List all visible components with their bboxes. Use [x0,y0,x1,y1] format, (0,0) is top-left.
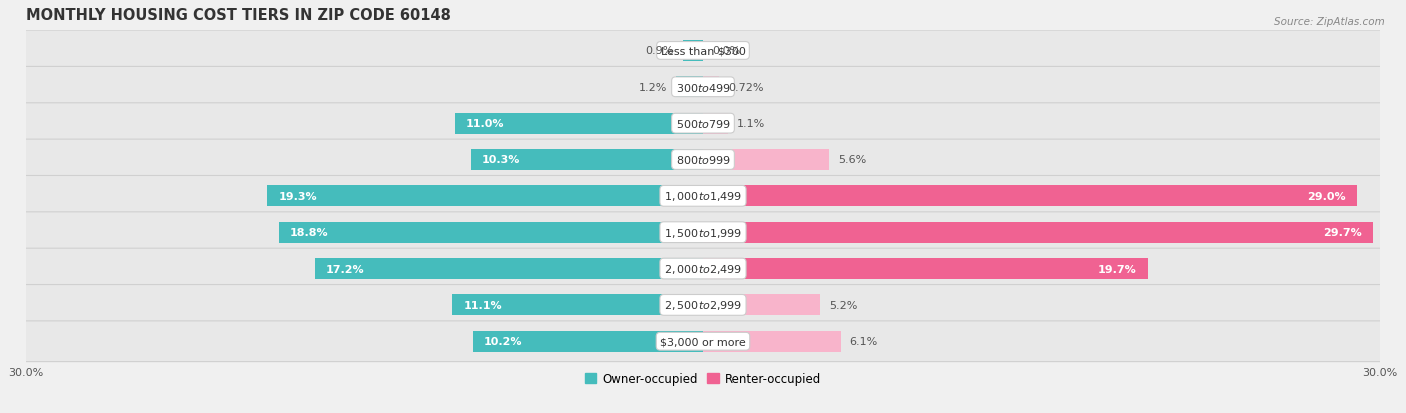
Bar [703,331,841,352]
FancyBboxPatch shape [15,31,1391,71]
Bar [454,113,703,134]
Bar [683,41,703,62]
Text: 19.3%: 19.3% [278,191,318,202]
Bar [676,77,703,98]
Text: 6.1%: 6.1% [849,337,877,347]
FancyBboxPatch shape [15,249,1391,289]
Text: $800 to $999: $800 to $999 [675,154,731,166]
Text: 18.8%: 18.8% [290,228,329,237]
Bar [472,331,703,352]
Text: 30.0%: 30.0% [8,367,44,377]
Text: Source: ZipAtlas.com: Source: ZipAtlas.com [1274,17,1385,26]
Text: $2,000 to $2,499: $2,000 to $2,499 [664,262,742,275]
FancyBboxPatch shape [15,321,1391,362]
Text: Less than $300: Less than $300 [661,46,745,56]
Bar [703,186,1357,207]
Text: 5.6%: 5.6% [838,155,866,165]
Text: 1.1%: 1.1% [737,119,765,129]
Text: 10.2%: 10.2% [484,337,523,347]
FancyBboxPatch shape [15,104,1391,144]
Bar [703,222,1374,243]
Bar [267,186,703,207]
Text: $1,500 to $1,999: $1,500 to $1,999 [664,226,742,239]
Bar [315,259,703,280]
Text: 11.0%: 11.0% [465,119,505,129]
Text: MONTHLY HOUSING COST TIERS IN ZIP CODE 60148: MONTHLY HOUSING COST TIERS IN ZIP CODE 6… [25,8,451,23]
Text: 17.2%: 17.2% [326,264,364,274]
Bar [703,150,830,171]
Text: $500 to $799: $500 to $799 [675,118,731,130]
Text: 29.7%: 29.7% [1323,228,1362,237]
Text: 10.3%: 10.3% [482,155,520,165]
Text: $2,500 to $2,999: $2,500 to $2,999 [664,299,742,312]
Bar [471,150,703,171]
Text: $300 to $499: $300 to $499 [675,82,731,94]
FancyBboxPatch shape [15,176,1391,217]
Bar [703,259,1147,280]
Text: 30.0%: 30.0% [1362,367,1398,377]
FancyBboxPatch shape [15,285,1391,325]
Text: 0.72%: 0.72% [728,83,763,93]
Text: 19.7%: 19.7% [1098,264,1136,274]
Text: 0.9%: 0.9% [645,46,673,56]
FancyBboxPatch shape [15,140,1391,180]
Text: $3,000 or more: $3,000 or more [661,337,745,347]
FancyBboxPatch shape [15,212,1391,253]
Text: $1,000 to $1,499: $1,000 to $1,499 [664,190,742,203]
Legend: Owner-occupied, Renter-occupied: Owner-occupied, Renter-occupied [579,367,827,390]
Text: 5.2%: 5.2% [830,300,858,310]
Bar [278,222,703,243]
Text: 0.0%: 0.0% [711,46,741,56]
FancyBboxPatch shape [15,67,1391,108]
Text: 29.0%: 29.0% [1308,191,1346,202]
Bar [703,113,728,134]
Bar [453,294,703,316]
Bar [703,294,820,316]
Text: 1.2%: 1.2% [638,83,666,93]
Text: 11.1%: 11.1% [464,300,502,310]
Bar [703,77,720,98]
